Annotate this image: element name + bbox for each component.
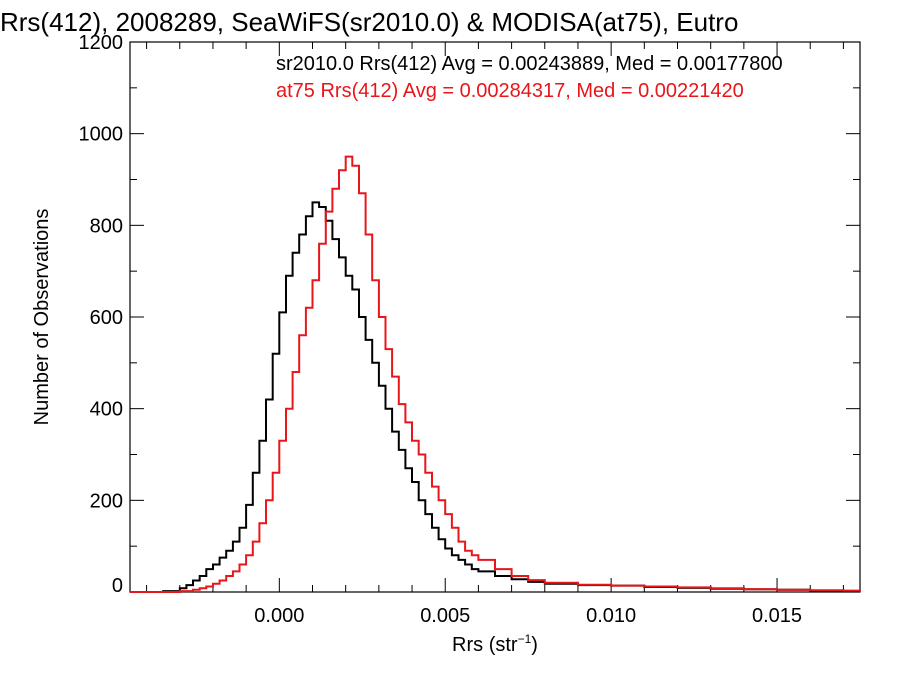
legend-entry-at75: at75 Rrs(412) Avg = 0.00284317, Med = 0.…: [276, 80, 744, 102]
chart-title: Rrs(412), 2008289, SeaWiFS(sr2010.0) & M…: [0, 7, 738, 37]
y-tick-label: 400: [90, 399, 123, 421]
x-tick-label: 0.015: [752, 605, 802, 627]
series-lines: [130, 155, 861, 593]
plot-frame: [129, 41, 861, 593]
plot-border: [129, 41, 861, 593]
y-tick-label: 200: [90, 490, 123, 512]
x-axis-label-main: Rrs (str: [452, 634, 518, 656]
y-tick-label: 0: [112, 575, 123, 597]
x-axis-label: Rrs (str−1): [452, 632, 538, 656]
y-axis: 0 200 400 600 800 1000 1200: [79, 32, 860, 597]
x-tick-label: 0.000: [254, 605, 304, 627]
y-tick-label: 1200: [79, 32, 124, 54]
x-tick-label: 0.010: [586, 605, 636, 627]
x-tick-label: 0.005: [420, 605, 470, 627]
legend-entry-sr2010: sr2010.0 Rrs(412) Avg = 0.00243889, Med …: [276, 53, 783, 75]
y-tick-label: 800: [90, 215, 123, 237]
series-line-0: [130, 201, 860, 593]
x-axis-label-superscript: −1: [518, 632, 532, 646]
legend: sr2010.0 Rrs(412) Avg = 0.00243889, Med …: [276, 53, 783, 102]
x-axis-label-close: ): [531, 634, 538, 656]
y-axis-label: Number of Observations: [31, 209, 53, 426]
series-line-1: [130, 155, 861, 593]
x-axis: 0.000 0.005 0.010 0.015: [146, 42, 844, 627]
y-tick-label: 1000: [79, 124, 124, 146]
y-tick-label: 600: [90, 307, 123, 329]
